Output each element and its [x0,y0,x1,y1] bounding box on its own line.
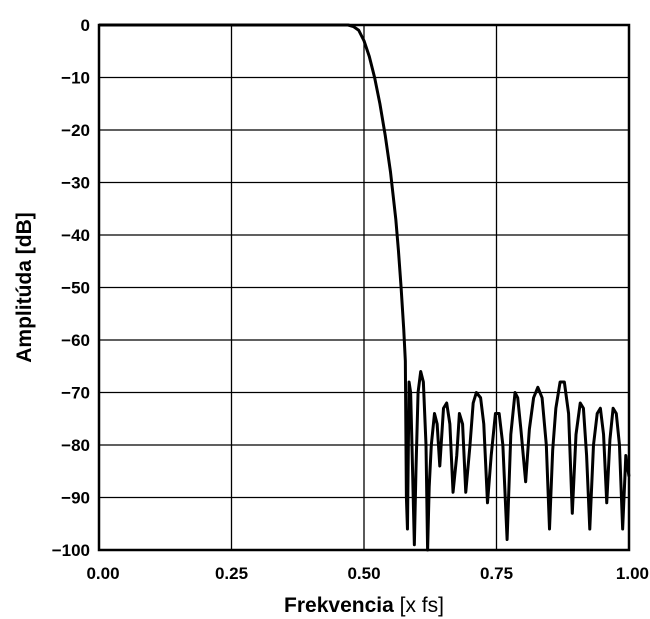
y-tick-label: −10 [61,69,90,88]
plot-frame [97,23,631,552]
x-tick-label: 0.25 [215,564,248,583]
x-tick-label: 0.75 [480,564,513,583]
y-tick-label: −20 [61,121,90,140]
y-tick-label: −90 [61,489,90,508]
y-tick-label: −70 [61,384,90,403]
y-tick-label: 0 [81,16,90,35]
x-tick-label: 0.50 [347,564,380,583]
y-tick-labels: 0 −10 −20 −30 −40 −50 −60 −70 −80 −90 −100 [52,16,90,560]
y-tick-label: −30 [61,174,90,193]
x-axis-title: Frekvencia [x fs] [284,594,444,617]
x-tick-label: 0.00 [86,564,119,583]
y-tick-label: −60 [61,331,90,350]
y-tick-label: −100 [52,541,90,560]
y-tick-label: −80 [61,436,90,455]
x-tick-labels: 0.00 0.25 0.50 0.75 1.00 [86,564,649,583]
amplitude-response-line [99,23,631,552]
x-tick-label: 1.00 [616,564,649,583]
y-tick-label: −50 [61,279,90,298]
y-tick-label: −40 [61,226,90,245]
y-axis-title: Amplitúda [dB] [13,212,36,362]
grid [98,24,630,551]
